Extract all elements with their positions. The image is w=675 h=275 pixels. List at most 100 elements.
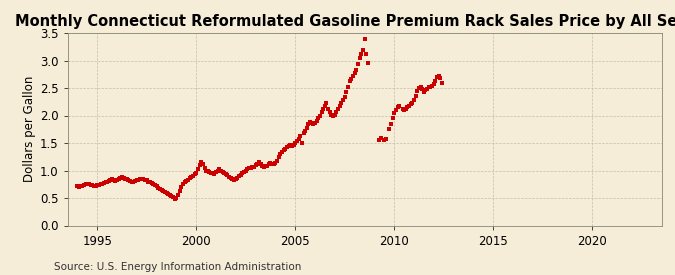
Point — [236, 173, 246, 177]
Point — [150, 183, 161, 188]
Point — [100, 180, 111, 184]
Point — [277, 150, 288, 154]
Point — [156, 188, 167, 192]
Point — [423, 85, 434, 89]
Point — [265, 161, 276, 166]
Point — [72, 184, 83, 188]
Point — [415, 85, 426, 89]
Point — [414, 86, 425, 90]
Point — [433, 74, 444, 78]
Point — [92, 183, 103, 188]
Point — [404, 103, 414, 108]
Point — [138, 177, 148, 182]
Point — [351, 68, 362, 73]
Point — [188, 174, 198, 178]
Point — [239, 169, 250, 174]
Point — [273, 155, 284, 160]
Point — [158, 189, 169, 193]
Point — [110, 179, 121, 183]
Point — [163, 192, 173, 196]
Point — [84, 182, 95, 186]
Point — [263, 162, 274, 167]
Point — [74, 185, 84, 189]
Point — [252, 162, 263, 166]
Point — [186, 175, 196, 179]
Point — [306, 121, 317, 125]
Point — [182, 178, 193, 182]
Point — [329, 113, 340, 117]
Point — [93, 183, 104, 187]
Point — [118, 175, 129, 180]
Point — [123, 178, 134, 183]
Point — [245, 166, 256, 170]
Point — [304, 120, 315, 124]
Point — [310, 120, 321, 125]
Point — [200, 168, 211, 173]
Point — [356, 52, 367, 56]
Point — [176, 185, 187, 189]
Point — [407, 101, 418, 106]
Point — [102, 179, 113, 184]
Point — [352, 62, 363, 67]
Point — [148, 182, 159, 186]
Point — [99, 180, 109, 185]
Point — [437, 80, 448, 85]
Point — [78, 183, 89, 188]
Point — [360, 52, 371, 56]
Point — [135, 177, 146, 182]
Point — [427, 84, 437, 89]
Point — [171, 196, 182, 200]
Point — [169, 196, 180, 201]
Point — [248, 164, 259, 169]
Point — [343, 85, 354, 89]
Y-axis label: Dollars per Gallon: Dollars per Gallon — [23, 76, 36, 182]
Point — [359, 36, 370, 41]
Point — [219, 170, 230, 175]
Point — [111, 178, 122, 183]
Point — [379, 138, 389, 142]
Point — [340, 95, 350, 100]
Point — [87, 183, 98, 188]
Point — [410, 94, 421, 98]
Point — [290, 141, 300, 145]
Point — [95, 182, 106, 186]
Point — [181, 179, 192, 183]
Point — [242, 167, 252, 172]
Point — [269, 162, 279, 167]
Point — [153, 185, 163, 190]
Point — [399, 108, 410, 112]
Point — [285, 143, 296, 147]
Point — [281, 145, 292, 150]
Point — [225, 175, 236, 180]
Point — [334, 104, 345, 108]
Point — [128, 179, 139, 184]
Point — [107, 177, 117, 182]
Point — [209, 172, 220, 176]
Point — [318, 107, 329, 111]
Point — [326, 113, 337, 117]
Point — [354, 56, 365, 60]
Point — [319, 104, 330, 108]
Point — [328, 114, 339, 118]
Point — [323, 107, 333, 111]
Point — [336, 101, 347, 106]
Point — [77, 184, 88, 188]
Point — [122, 177, 132, 182]
Point — [321, 101, 332, 106]
Point — [267, 162, 277, 166]
Point — [362, 61, 373, 65]
Point — [300, 129, 310, 133]
Point — [144, 180, 155, 184]
Point — [212, 168, 223, 173]
Point — [303, 122, 314, 127]
Point — [113, 177, 124, 182]
Point — [385, 122, 396, 126]
Point — [256, 163, 267, 168]
Point — [400, 107, 411, 111]
Point — [180, 180, 190, 184]
Point — [191, 170, 202, 175]
Point — [80, 182, 91, 186]
Point — [254, 160, 265, 164]
Point — [174, 189, 185, 193]
Point — [358, 47, 369, 52]
